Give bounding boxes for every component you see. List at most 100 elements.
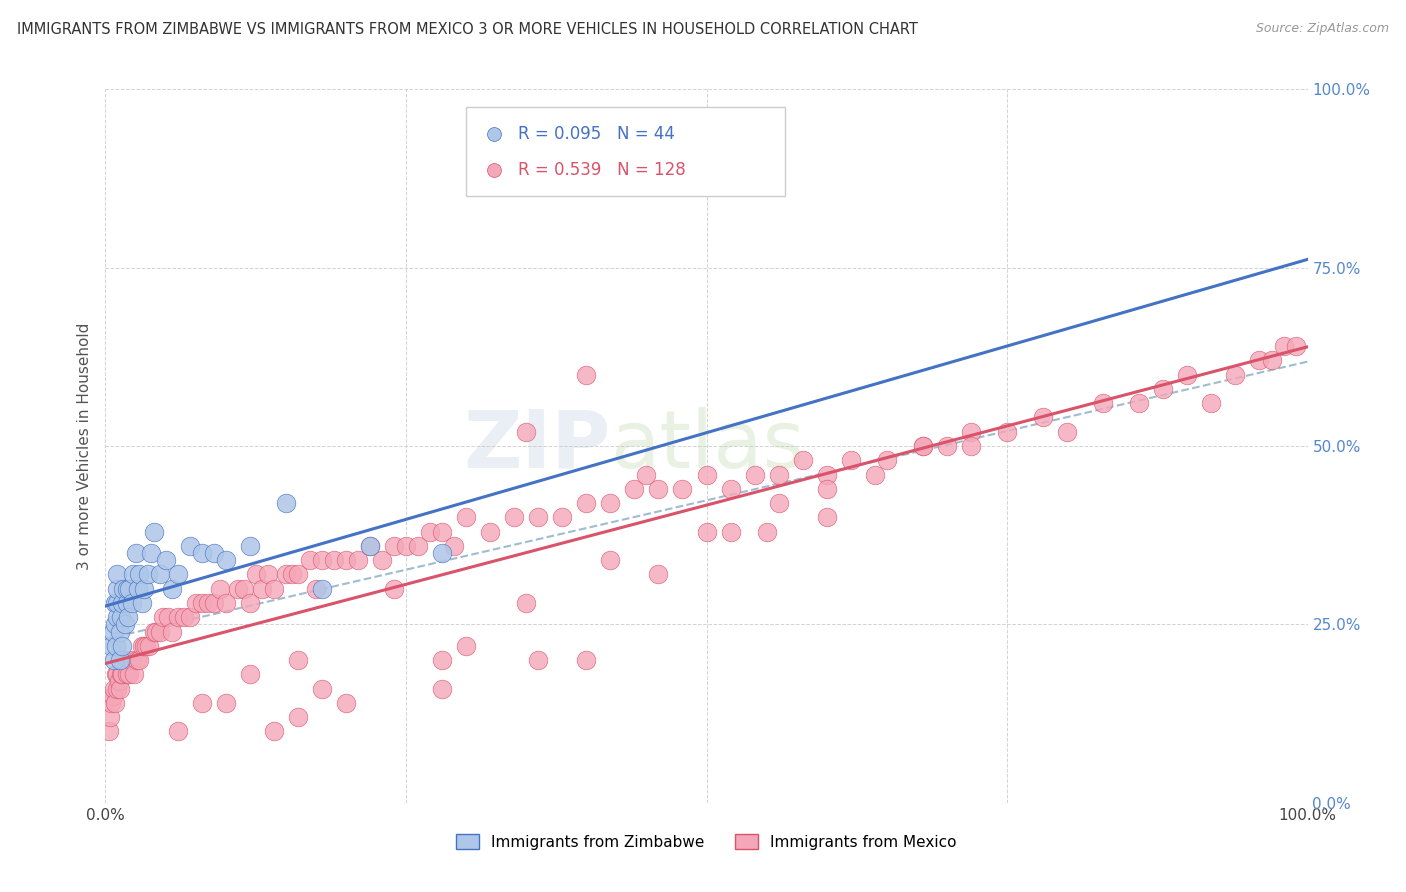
Point	[454, 510, 477, 524]
Point	[863, 467, 886, 482]
Text: Source: ZipAtlas.com: Source: ZipAtlas.com	[1256, 22, 1389, 36]
Point	[256, 567, 278, 582]
Point	[107, 667, 129, 681]
Point	[115, 582, 138, 596]
Point	[104, 696, 127, 710]
Point	[111, 667, 134, 681]
Point	[960, 425, 983, 439]
Point	[132, 639, 155, 653]
Point	[107, 610, 129, 624]
Point	[122, 567, 145, 582]
Point	[128, 653, 150, 667]
Point	[104, 617, 127, 632]
Point	[101, 624, 124, 639]
Point	[131, 639, 153, 653]
Point	[139, 546, 162, 560]
Point	[382, 582, 405, 596]
Point	[599, 496, 621, 510]
Point	[815, 482, 838, 496]
Point	[190, 596, 212, 610]
Point	[1092, 396, 1115, 410]
Point	[263, 724, 285, 739]
Point	[287, 653, 309, 667]
Point	[911, 439, 934, 453]
Point	[311, 582, 333, 596]
Point	[118, 582, 141, 596]
Point	[117, 610, 139, 624]
Point	[1201, 396, 1223, 410]
Point	[105, 639, 128, 653]
Point	[815, 510, 838, 524]
Point	[382, 539, 405, 553]
Point	[190, 696, 212, 710]
Point	[142, 524, 165, 539]
Point	[107, 681, 129, 696]
Point	[107, 567, 129, 582]
Point	[768, 496, 790, 510]
Point	[101, 689, 124, 703]
Point	[430, 524, 453, 539]
Point	[515, 596, 537, 610]
Point	[226, 582, 249, 596]
Point	[124, 546, 146, 560]
Point	[482, 127, 505, 141]
Point	[359, 539, 381, 553]
Point	[443, 539, 465, 553]
Point	[1128, 396, 1150, 410]
Point	[575, 496, 598, 510]
Point	[108, 681, 131, 696]
Point	[145, 624, 167, 639]
Point	[184, 596, 207, 610]
Point	[232, 582, 254, 596]
Point	[720, 524, 742, 539]
Point	[127, 582, 149, 596]
Point	[647, 567, 669, 582]
Point	[166, 567, 188, 582]
Point	[1272, 339, 1295, 353]
Point	[1175, 368, 1198, 382]
Point	[179, 539, 201, 553]
Point	[100, 639, 122, 653]
Point	[876, 453, 898, 467]
Point	[671, 482, 693, 496]
Point	[1260, 353, 1282, 368]
Point	[551, 510, 574, 524]
Text: R = 0.539   N = 128: R = 0.539 N = 128	[517, 161, 686, 178]
Point	[173, 610, 195, 624]
Point	[124, 667, 146, 681]
Point	[792, 453, 814, 467]
Point	[575, 653, 598, 667]
Point	[166, 610, 188, 624]
Point	[121, 653, 143, 667]
Point	[112, 653, 135, 667]
Point	[208, 582, 231, 596]
Point	[281, 567, 304, 582]
Point	[274, 496, 297, 510]
Point	[311, 553, 333, 567]
Point	[482, 162, 505, 177]
Point	[142, 624, 165, 639]
Point	[347, 553, 370, 567]
Point	[1249, 353, 1271, 368]
Point	[103, 681, 125, 696]
Point	[1032, 410, 1054, 425]
Point	[148, 624, 170, 639]
Point	[287, 567, 309, 582]
Legend: Immigrants from Zimbabwe, Immigrants from Mexico: Immigrants from Zimbabwe, Immigrants fro…	[450, 828, 963, 855]
Point	[1225, 368, 1247, 382]
Point	[936, 439, 959, 453]
Point	[112, 582, 135, 596]
Point	[755, 524, 778, 539]
Point	[395, 539, 418, 553]
Point	[250, 582, 273, 596]
Point	[768, 467, 790, 482]
Point	[108, 624, 131, 639]
Point	[103, 653, 125, 667]
Point	[960, 439, 983, 453]
Point	[430, 653, 453, 667]
Point	[274, 567, 297, 582]
Point	[720, 482, 742, 496]
Point	[995, 425, 1018, 439]
Point	[815, 467, 838, 482]
Point	[1152, 382, 1174, 396]
